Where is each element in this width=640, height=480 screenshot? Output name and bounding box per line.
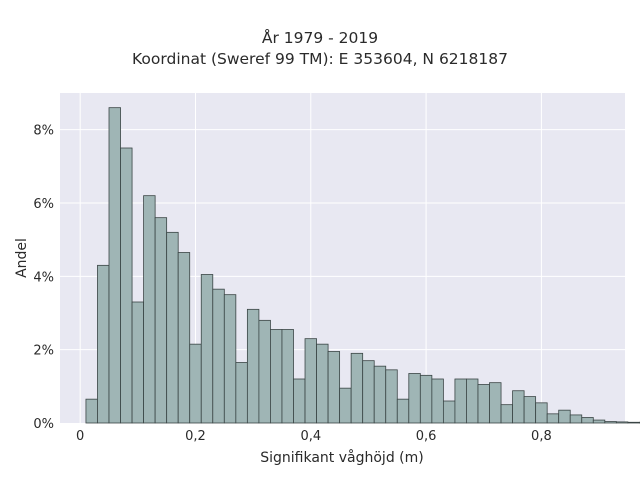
histogram-bar — [154, 217, 168, 424]
histogram-bar — [373, 365, 387, 424]
histogram-bar — [85, 398, 98, 424]
histogram-bar — [489, 382, 502, 424]
histogram-bar — [615, 421, 629, 424]
histogram-bar — [408, 373, 421, 424]
histogram-bar — [569, 414, 583, 424]
histogram-bar — [362, 360, 375, 424]
x-tick-label: 0 — [76, 429, 84, 444]
histogram-bar — [454, 378, 467, 424]
histogram-bar — [235, 362, 248, 424]
histogram-bar — [442, 400, 456, 424]
histogram-bar — [604, 421, 617, 424]
y-tick-label: 0% — [33, 417, 54, 432]
histogram-bar — [466, 378, 479, 424]
histogram-bar — [592, 419, 606, 424]
histogram-bar — [512, 390, 525, 424]
histogram-bar — [270, 329, 283, 424]
x-axis-label: Signifikant våghöjd (m) — [260, 449, 423, 466]
histogram-bar — [108, 107, 121, 424]
histogram-bar — [419, 374, 433, 424]
histogram-bar — [535, 402, 548, 424]
histogram-bar — [166, 231, 179, 424]
histogram-bar — [396, 398, 410, 424]
chart-subtitle: Koordinat (Sweref 99 TM): E 353604, N 62… — [132, 50, 508, 68]
histogram-bar — [385, 369, 398, 424]
bars — [85, 107, 640, 424]
x-tick-label: 0,6 — [416, 429, 437, 444]
histogram-bar — [500, 404, 513, 424]
histogram-bar — [177, 252, 191, 424]
histogram-bar — [293, 378, 306, 424]
y-tick-label: 4% — [33, 270, 54, 285]
histogram-bar — [189, 343, 202, 424]
histogram-bar — [97, 264, 110, 424]
histogram-bar — [558, 409, 571, 424]
histogram-bar — [327, 351, 341, 424]
x-tick-label: 0,4 — [300, 429, 321, 444]
histogram-bar — [546, 413, 560, 424]
histogram-bar — [200, 274, 214, 424]
chart-title: År 1979 - 2019 — [261, 29, 379, 47]
histogram-bar — [627, 421, 640, 424]
histogram-bar — [304, 338, 317, 424]
histogram-bar — [350, 352, 364, 424]
histogram-bar — [523, 396, 537, 424]
histogram-bar — [281, 329, 294, 424]
x-tick-label: 0,8 — [531, 429, 552, 444]
x-tick-label: 0,2 — [185, 429, 206, 444]
x-tick-labels: 0 0,2 0,4 0,6 0,8 — [76, 429, 552, 444]
histogram-bar — [339, 387, 352, 424]
histogram-bar — [316, 343, 329, 424]
histogram-bar — [431, 378, 444, 424]
histogram-bar — [581, 417, 594, 424]
y-tick-labels: 0% 2% 4% 6% 8% — [33, 124, 54, 432]
histogram-bar — [246, 308, 260, 424]
histogram-bar — [258, 319, 271, 424]
y-tick-label: 8% — [33, 124, 54, 139]
y-axis-label: Andel — [14, 238, 30, 278]
y-tick-label: 6% — [33, 197, 54, 212]
histogram-bar — [477, 384, 490, 424]
histogram-bar — [131, 301, 144, 424]
histogram-bar — [143, 195, 156, 424]
histogram-bar — [212, 288, 225, 424]
histogram-bar — [223, 294, 237, 424]
histogram-bar — [120, 147, 133, 424]
y-tick-label: 2% — [33, 344, 54, 359]
